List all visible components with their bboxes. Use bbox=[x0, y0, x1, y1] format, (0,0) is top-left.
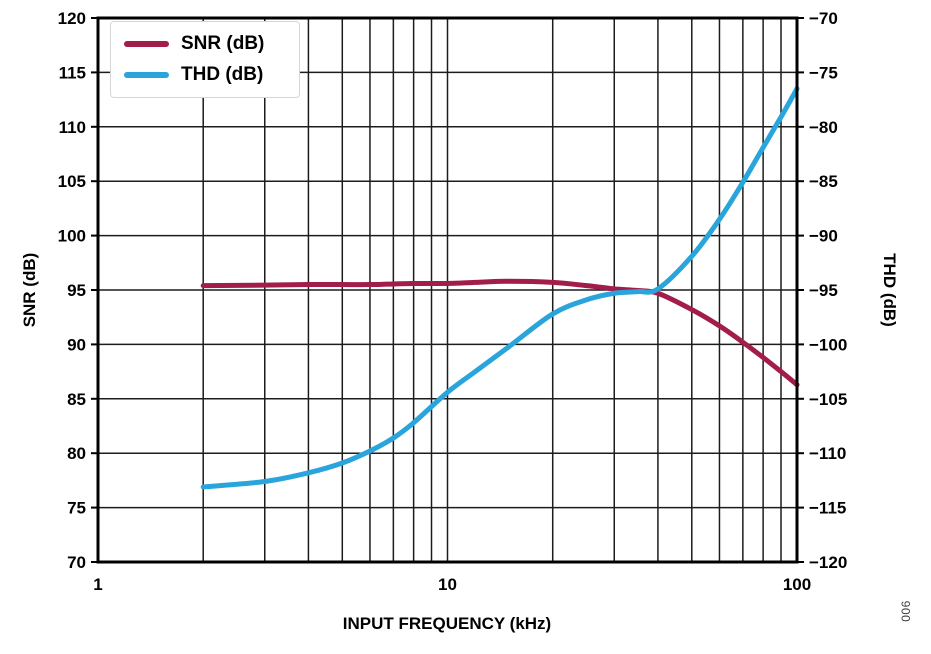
right-tick-label--95: −95 bbox=[809, 281, 838, 300]
right-tick-label--75: −75 bbox=[809, 63, 838, 82]
left-tick-label-95: 95 bbox=[67, 281, 86, 300]
grid bbox=[98, 18, 797, 562]
plot-border bbox=[96, 16, 799, 564]
legend-item-0: SNR (dB) bbox=[124, 33, 285, 55]
x-tick-label-10: 10 bbox=[438, 575, 457, 594]
left-axis-title: SNR (dB) bbox=[20, 252, 39, 328]
right-tick-label--120: −120 bbox=[809, 553, 847, 572]
legend: SNR (dB) THD (dB) bbox=[110, 21, 300, 98]
left-tick-label-85: 85 bbox=[67, 390, 86, 409]
left-tick-label-70: 70 bbox=[67, 553, 86, 572]
right-tick-label--115: −115 bbox=[809, 499, 846, 518]
left-tick-label-100: 100 bbox=[58, 227, 86, 246]
thd-curve bbox=[200, 86, 800, 490]
axis-ticks bbox=[91, 17, 804, 563]
left-tick-label-110: 110 bbox=[59, 118, 86, 137]
left-tick-label-120: 120 bbox=[58, 9, 86, 28]
right-tick-label--110: −110 bbox=[809, 444, 846, 463]
right-axis-title: THD (dB) bbox=[880, 253, 899, 327]
x-axis-title: INPUT FREQUENCY (kHz) bbox=[342, 614, 552, 633]
right-tick-label--70: −70 bbox=[809, 9, 838, 28]
legend-swatch-0 bbox=[124, 41, 169, 47]
snr-curve bbox=[200, 278, 800, 388]
figure-code-label: 006 bbox=[899, 600, 913, 622]
right-tick-label--105: −105 bbox=[809, 390, 847, 409]
legend-item-1: THD (dB) bbox=[124, 64, 285, 86]
legend-label-0: SNR (dB) bbox=[181, 33, 265, 54]
left-tick-label-105: 105 bbox=[58, 172, 86, 191]
legend-label-1: THD (dB) bbox=[181, 64, 264, 85]
right-tick-label--80: −80 bbox=[809, 118, 838, 137]
legend-swatch-1 bbox=[124, 72, 169, 78]
left-tick-label-80: 80 bbox=[67, 444, 86, 463]
left-tick-label-115: 115 bbox=[59, 63, 86, 82]
left-tick-label-90: 90 bbox=[67, 335, 86, 354]
x-tick-label-100: 100 bbox=[783, 575, 811, 594]
left-tick-label-75: 75 bbox=[67, 499, 86, 518]
right-tick-label--100: −100 bbox=[809, 335, 847, 354]
right-tick-label--90: −90 bbox=[809, 227, 838, 246]
axis-tick-labels: 120115110105100959085807570−70−75−80−85−… bbox=[58, 9, 848, 594]
right-tick-label--85: −85 bbox=[809, 172, 838, 191]
x-tick-label-1: 1 bbox=[93, 575, 102, 594]
